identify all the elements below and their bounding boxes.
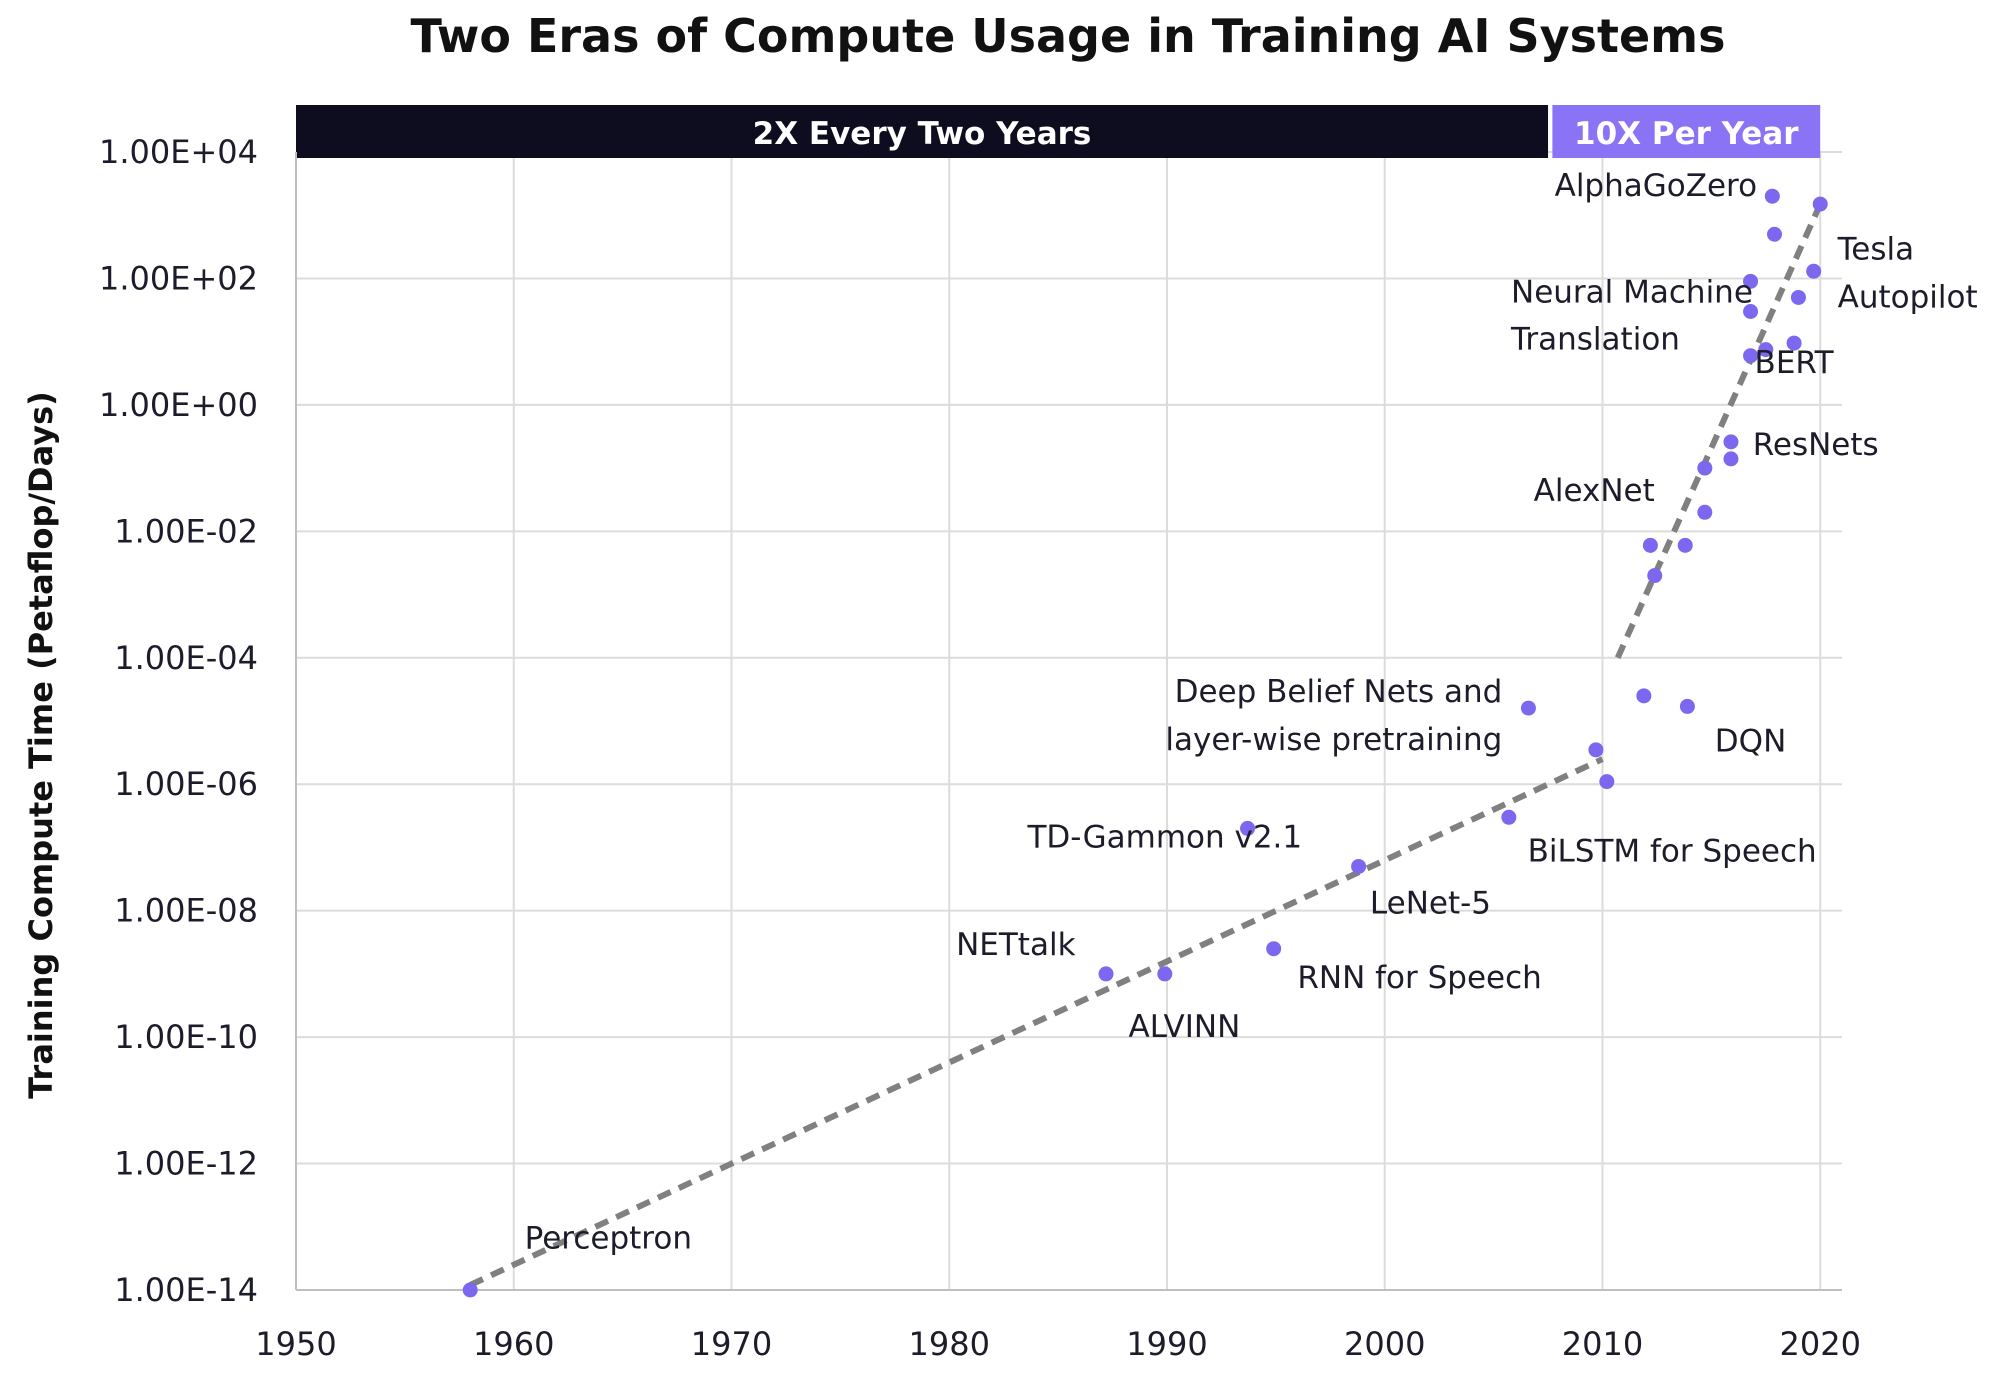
data-point bbox=[1764, 188, 1780, 204]
y-tick-label: 1.00E-04 bbox=[114, 639, 258, 677]
point-label: layer-wise pretraining bbox=[1165, 722, 1502, 758]
data-points bbox=[462, 188, 1828, 1298]
data-point bbox=[1098, 966, 1114, 982]
point-label: RNN for Speech bbox=[1297, 960, 1541, 996]
data-point bbox=[1743, 348, 1759, 364]
data-point bbox=[1642, 537, 1658, 553]
axes: 1.00E+04 1.00E+02 1.00E+00 1.00E-02 1.00E-04… bbox=[99, 133, 1861, 1363]
data-point bbox=[1677, 537, 1693, 553]
data-point bbox=[1599, 774, 1615, 790]
x-tick-label: 2020 bbox=[1780, 1325, 1861, 1363]
x-tick-label: 2000 bbox=[1344, 1325, 1425, 1363]
y-tick-label: 1.00E-02 bbox=[114, 512, 258, 550]
era-banners: 2X Every Two Years 10X Per Year bbox=[296, 105, 1821, 158]
point-label: Perceptron bbox=[525, 1221, 692, 1257]
x-tick-label: 1950 bbox=[255, 1325, 336, 1363]
point-label: BiLSTM for Speech bbox=[1528, 833, 1817, 869]
data-point bbox=[1647, 568, 1663, 584]
y-tick-label: 1.00E-08 bbox=[114, 892, 258, 930]
data-point bbox=[1790, 289, 1806, 305]
era-banner bbox=[1552, 105, 1821, 158]
point-label: LeNet-5 bbox=[1370, 886, 1491, 922]
point-label: AlphaGoZero bbox=[1555, 168, 1757, 204]
y-tick-label: 1.00E-12 bbox=[114, 1145, 258, 1183]
data-point bbox=[1786, 335, 1802, 351]
point-labels: Perceptron NETtalk ALVINN TD-Gammon v2.1 LeN… bbox=[525, 168, 1978, 1257]
data-point bbox=[1723, 434, 1739, 450]
data-point bbox=[1743, 304, 1759, 320]
data-point bbox=[1351, 858, 1367, 874]
point-label: ResNets bbox=[1753, 427, 1879, 463]
data-point bbox=[1240, 820, 1256, 836]
point-label: NETtalk bbox=[956, 927, 1075, 963]
data-point bbox=[1743, 273, 1759, 289]
data-point bbox=[1520, 700, 1536, 716]
data-point bbox=[1157, 966, 1173, 982]
y-axis-label: Training Compute Time (Petaflop/Days) bbox=[22, 391, 60, 1099]
point-label: BERT bbox=[1755, 345, 1835, 381]
data-point bbox=[1636, 688, 1652, 704]
x-tick-label: 2010 bbox=[1562, 1325, 1643, 1363]
y-tick-label: 1.00E+02 bbox=[99, 259, 258, 297]
data-point bbox=[1679, 698, 1695, 714]
x-tick-label: 1970 bbox=[691, 1325, 772, 1363]
point-label: Neural Machine bbox=[1511, 274, 1753, 310]
point-label: Autopilot bbox=[1838, 279, 1978, 315]
data-point bbox=[1697, 504, 1713, 520]
point-label: Translation bbox=[1510, 322, 1680, 358]
data-point bbox=[1588, 742, 1604, 758]
point-label: DQN bbox=[1715, 723, 1786, 759]
data-point bbox=[1766, 226, 1782, 242]
data-point bbox=[1697, 460, 1713, 476]
data-point bbox=[1266, 941, 1282, 957]
data-point bbox=[1501, 809, 1517, 825]
data-point bbox=[462, 1282, 478, 1298]
x-tick-label: 1980 bbox=[909, 1325, 990, 1363]
era-banner-label: 2X Every Two Years bbox=[753, 116, 1092, 152]
era-banner-label: 10X Per Year bbox=[1574, 116, 1799, 152]
y-tick-label: 1.00E+00 bbox=[99, 386, 258, 424]
y-tick-label: 1.00E-14 bbox=[114, 1271, 258, 1309]
trendline bbox=[468, 756, 1604, 1288]
point-label: Deep Belief Nets and bbox=[1175, 674, 1503, 710]
y-tick-label: 1.00E-06 bbox=[114, 765, 258, 803]
y-tick-label: 1.00E+04 bbox=[99, 133, 258, 171]
x-tick-label: 1990 bbox=[1126, 1325, 1207, 1363]
point-label: TD-Gammon v2.1 bbox=[1026, 819, 1302, 855]
point-label: Tesla bbox=[1837, 231, 1915, 267]
y-tick-label: 1.00E-10 bbox=[114, 1018, 258, 1056]
data-point bbox=[1806, 263, 1822, 279]
point-label: ALVINN bbox=[1128, 1009, 1240, 1045]
x-tick-label: 1960 bbox=[473, 1325, 554, 1363]
data-point bbox=[1723, 451, 1739, 467]
data-point bbox=[1812, 196, 1828, 212]
chart-title: Two Eras of Compute Usage in Training AI… bbox=[411, 9, 1726, 63]
data-point bbox=[1758, 342, 1774, 358]
point-label: AlexNet bbox=[1534, 473, 1655, 509]
era-banner bbox=[296, 105, 1549, 158]
